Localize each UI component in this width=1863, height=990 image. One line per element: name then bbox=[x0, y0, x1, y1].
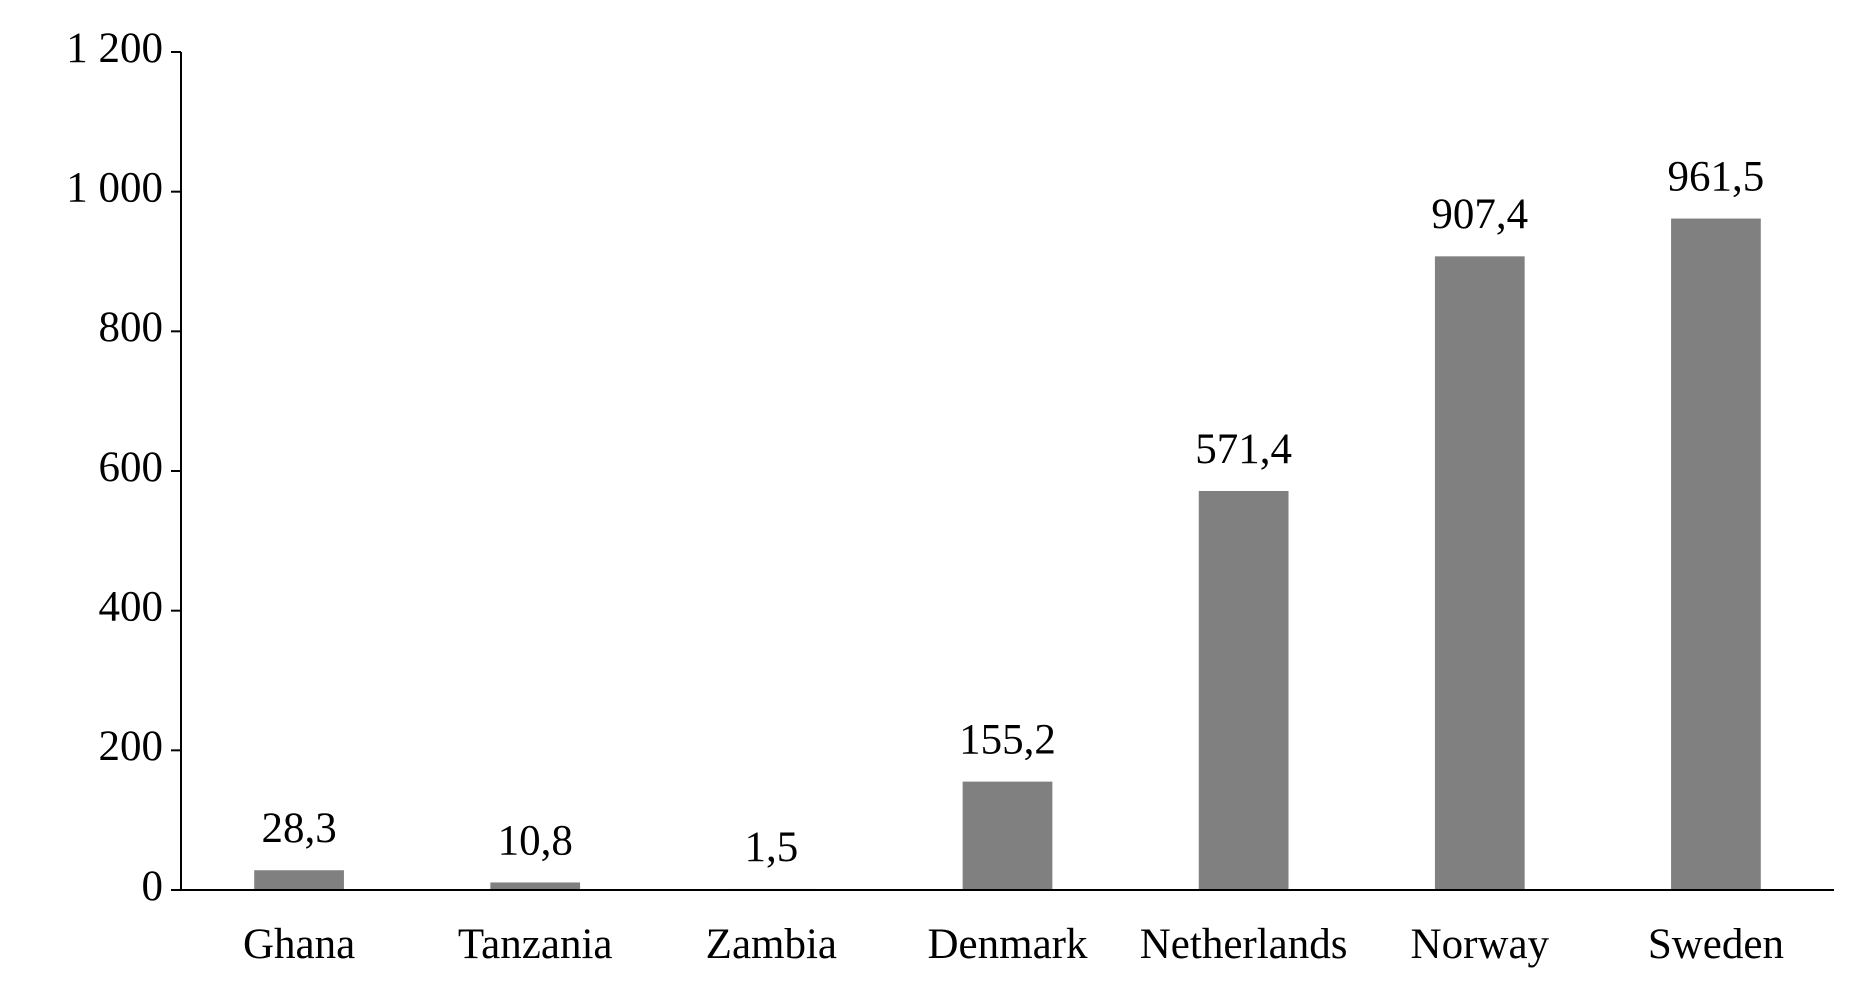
x-tick-label: Ghana bbox=[243, 921, 355, 968]
bar bbox=[962, 781, 1053, 890]
bar bbox=[254, 870, 344, 890]
y-tick-label: 800 bbox=[99, 304, 164, 351]
bar bbox=[1671, 218, 1761, 891]
value-label: 10,8 bbox=[498, 817, 573, 864]
x-tick-label: Tanzania bbox=[458, 921, 613, 968]
y-tick-label: 0 bbox=[142, 863, 164, 910]
bar bbox=[1434, 256, 1525, 890]
y-tick-label: 600 bbox=[99, 444, 164, 491]
x-tick-label: Zambia bbox=[706, 921, 837, 968]
bar bbox=[490, 882, 581, 890]
x-tick-label: Netherlands bbox=[1140, 921, 1348, 968]
y-tick-label: 400 bbox=[99, 584, 164, 631]
y-tick-label: 1 000 bbox=[66, 165, 163, 212]
value-label: 1,5 bbox=[744, 824, 798, 871]
x-tick-label: Norway bbox=[1411, 921, 1550, 968]
value-label: 961,5 bbox=[1668, 153, 1765, 200]
value-label: 571,4 bbox=[1195, 426, 1292, 473]
x-tick-label: Denmark bbox=[928, 921, 1088, 968]
value-label: 907,4 bbox=[1431, 191, 1528, 238]
bar bbox=[1198, 490, 1289, 890]
y-tick-label: 1 200 bbox=[66, 25, 163, 72]
x-tick-label: Sweden bbox=[1648, 921, 1784, 968]
value-label: 28,3 bbox=[261, 805, 336, 852]
value-label: 155,2 bbox=[959, 716, 1056, 763]
y-tick-label: 200 bbox=[99, 723, 164, 770]
